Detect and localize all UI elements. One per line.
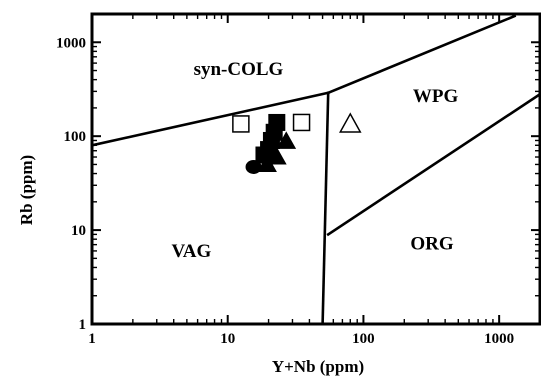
filled-circle-point xyxy=(245,159,262,174)
region-label-vag: VAG xyxy=(172,241,212,262)
y-tick-label: 1000 xyxy=(56,35,86,51)
region-labels: syn-COLG WPG VAG ORG xyxy=(172,59,459,262)
plot-border xyxy=(90,12,541,326)
boundary-line-2 xyxy=(321,91,330,326)
region-label-wpg: WPG xyxy=(413,86,459,107)
filled-triangle-point xyxy=(266,146,287,165)
boundary-lines xyxy=(90,14,541,326)
plot-frame xyxy=(90,12,541,326)
x-tick-label: 1 xyxy=(88,331,96,347)
y-tick-label: 10 xyxy=(71,223,86,239)
x-axis-label: Y+Nb (ppm) xyxy=(272,357,364,376)
region-label-syn-colg: syn-COLG xyxy=(194,59,284,80)
region-label-org: ORG xyxy=(410,234,454,255)
open-triangle-point xyxy=(339,112,362,133)
x-tick-label: 1000 xyxy=(484,331,514,347)
x-tick-label: 100 xyxy=(352,331,375,347)
open-square-point xyxy=(232,115,250,133)
filled-triangle-point xyxy=(257,154,277,172)
boundary-line-1 xyxy=(326,14,517,95)
filled-triangle-point xyxy=(276,131,297,149)
axis-ticks xyxy=(91,13,541,325)
open-square-point xyxy=(292,113,311,132)
y-axis-label: Rb (ppm) xyxy=(17,155,36,225)
y-tick-label: 1 xyxy=(79,317,87,333)
x-tick-label: 10 xyxy=(220,331,235,347)
y-tick-label: 100 xyxy=(64,129,87,145)
tick-labels: 1 10 100 1000 1 10 100 1000 xyxy=(56,35,514,347)
data-points xyxy=(232,112,362,174)
boundary-line-3 xyxy=(326,92,541,237)
boundary-line-0 xyxy=(90,91,330,147)
